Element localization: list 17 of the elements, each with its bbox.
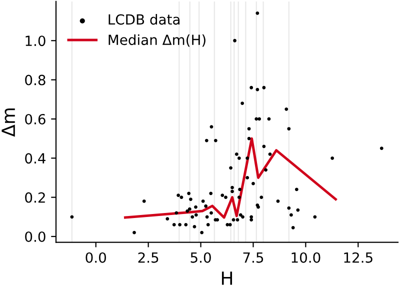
x-tick-label: 0.0 <box>86 252 106 263</box>
y-tick-label: 0.6 <box>25 114 46 124</box>
y-tick-label: 1.0 <box>26 36 46 46</box>
x-tick-label: 12.5 <box>344 252 372 263</box>
y-tick-label: 0.4 <box>25 153 46 164</box>
y-axis-title: Δm <box>2 108 15 137</box>
y-tick-label: 0.8 <box>25 74 46 86</box>
y-tick-label: 0.2 <box>25 192 45 203</box>
x-tick-label: 5.0 <box>190 252 211 263</box>
x-tick-label: 7.5 <box>243 252 264 263</box>
x-axis-title: H <box>222 272 232 285</box>
line-series <box>124 137 337 219</box>
x-tick-label: 10.0 <box>292 252 320 263</box>
x-tick-label: 2.5 <box>138 252 158 263</box>
y-tick-label: 0.0 <box>25 231 46 242</box>
legend-label: Median Δm(H) <box>108 34 206 47</box>
legend-label: LCDB data <box>108 14 180 25</box>
